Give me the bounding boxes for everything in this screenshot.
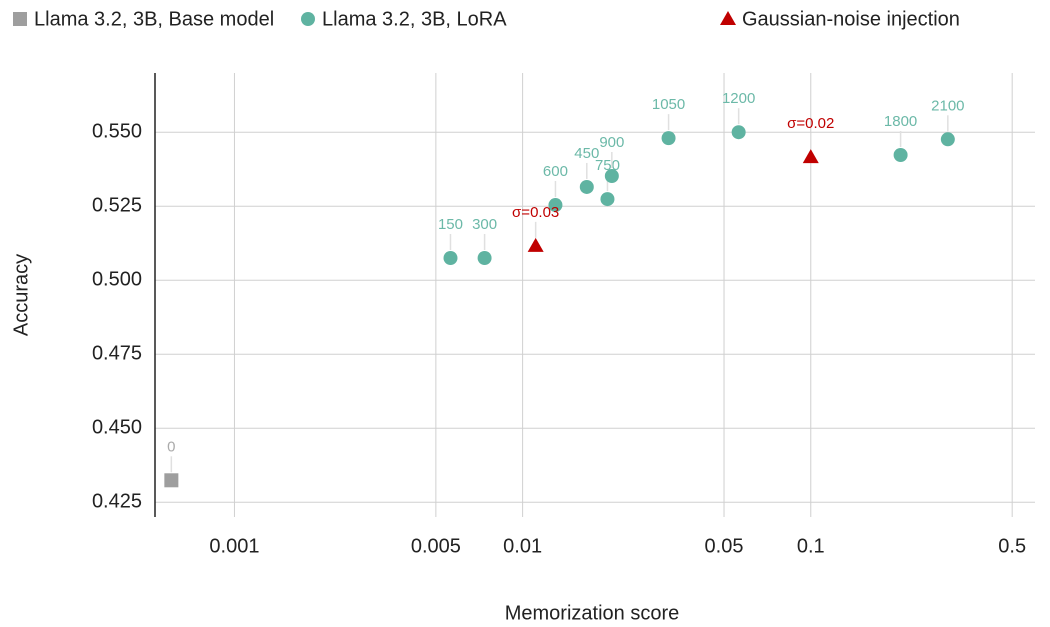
- legend-marker: [301, 12, 315, 26]
- point: [600, 192, 615, 207]
- point-label: 600: [543, 163, 568, 180]
- x-tick-label: 0.01: [503, 535, 542, 557]
- y-axis-title: Accuracy: [10, 254, 32, 336]
- point-label: 2100: [931, 97, 964, 114]
- point: [604, 169, 619, 184]
- point-label: 1050: [652, 96, 685, 113]
- point: [527, 237, 544, 252]
- point: [893, 147, 908, 162]
- point: [548, 198, 563, 213]
- x-tick-label: 0.005: [411, 535, 461, 557]
- point-label: 1800: [884, 113, 917, 130]
- y-tick-label: 0.500: [92, 268, 142, 290]
- point-label: 150: [438, 216, 463, 233]
- y-tick-label: 0.425: [92, 490, 142, 512]
- point-label: σ=0.02: [787, 115, 834, 132]
- point-label: 450: [574, 145, 599, 162]
- point: [164, 473, 179, 488]
- point-label: 0: [167, 438, 175, 455]
- legend-label: Gaussian-noise injection: [742, 8, 960, 30]
- x-tick-label: 0.05: [705, 535, 744, 557]
- point: [661, 131, 676, 146]
- legend-label: Llama 3.2, 3B, LoRA: [322, 8, 507, 30]
- y-tick-label: 0.550: [92, 120, 142, 142]
- x-tick-label: 0.001: [209, 535, 259, 557]
- point-label: σ=0.03: [512, 204, 559, 221]
- x-tick-label: 0.1: [797, 535, 825, 557]
- point-label: 300: [472, 216, 497, 233]
- x-axis-title: Memorization score: [505, 602, 680, 624]
- point: [477, 251, 492, 265]
- point-label: 1200: [722, 90, 755, 107]
- y-tick-label: 0.475: [92, 342, 142, 364]
- point: [731, 125, 746, 140]
- point: [443, 251, 458, 265]
- point: [940, 132, 955, 147]
- legend-label: Llama 3.2, 3B, Base model: [34, 8, 274, 30]
- legend-marker: [720, 11, 736, 25]
- x-tick-label: 0.5: [998, 535, 1026, 557]
- legend-marker: [13, 12, 27, 26]
- point: [802, 149, 819, 164]
- point: [579, 179, 594, 194]
- y-tick-label: 0.450: [92, 416, 142, 438]
- point-label: 900: [599, 134, 624, 151]
- y-tick-label: 0.525: [92, 194, 142, 216]
